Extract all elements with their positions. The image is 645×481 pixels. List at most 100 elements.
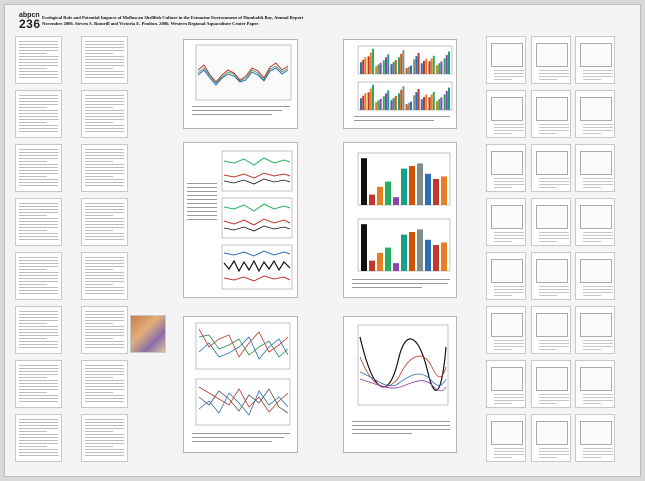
figure-page-thumbnail: [531, 198, 571, 246]
mini-plot-frame: [536, 367, 568, 391]
text-line: [85, 161, 113, 162]
text-line: [19, 371, 58, 372]
page-thumbnail: [81, 36, 128, 84]
text-line: [19, 425, 58, 426]
text-line: [494, 292, 524, 293]
text-line: [494, 127, 524, 128]
text-line: [19, 386, 58, 387]
text-line: [85, 428, 124, 429]
text-line: [85, 53, 113, 54]
bar: [432, 55, 435, 74]
mini-plot-frame: [536, 313, 568, 337]
text-line: [539, 349, 557, 350]
text-line: [85, 452, 124, 453]
text-line: [539, 79, 557, 80]
bar: [398, 93, 400, 110]
bar: [385, 93, 387, 110]
text-line: [494, 238, 524, 239]
text-line: [19, 323, 47, 324]
bar: [361, 224, 367, 271]
mini-plot-frame: [580, 151, 612, 175]
text-line: [19, 398, 58, 399]
page-thumbnail: [81, 414, 128, 462]
text-line: [19, 314, 58, 315]
text-line: [85, 110, 124, 111]
page-thumbnail: [15, 360, 62, 408]
figure-page-thumbnail: [575, 252, 615, 300]
bar: [417, 53, 420, 74]
text-line: [19, 347, 58, 348]
text-line: [583, 181, 613, 182]
text-line: [85, 77, 124, 78]
text-line: [85, 173, 124, 174]
bar: [402, 86, 405, 110]
text-line: [85, 368, 124, 369]
text-line: [19, 59, 58, 60]
bar: [407, 102, 410, 110]
bar: [448, 87, 450, 110]
text-line: [19, 320, 58, 321]
tidal-curve-plot: [352, 324, 450, 434]
text-line: [19, 230, 47, 231]
page-thumbnail: [81, 252, 128, 300]
mini-plot-frame: [536, 43, 568, 67]
figure-page-thumbnail: [531, 360, 571, 408]
mini-plot-frame: [580, 313, 612, 337]
text-line: [19, 287, 58, 288]
text-line: [85, 389, 124, 390]
bar: [440, 61, 443, 74]
text-line: [583, 184, 613, 185]
text-line: [85, 263, 124, 264]
text-line: [19, 125, 58, 126]
text-line: [85, 266, 124, 267]
text-line: [19, 95, 58, 96]
text-line: [539, 70, 569, 71]
text-line: [85, 272, 124, 273]
bar: [420, 99, 423, 110]
bar: [409, 232, 415, 271]
text-line: [85, 455, 124, 456]
text-line: [19, 269, 47, 270]
bar: [362, 59, 365, 74]
text-line: [19, 149, 58, 150]
bar: [445, 90, 448, 110]
text-line: [583, 289, 613, 290]
text-line: [19, 446, 47, 447]
mini-plot-frame: [491, 367, 523, 391]
mini-plot-frame: [536, 421, 568, 445]
text-line: [539, 232, 569, 233]
text-line: [19, 41, 58, 42]
text-line: [19, 335, 58, 336]
text-line: [19, 68, 47, 69]
text-line: [494, 76, 524, 77]
mini-plot-frame: [491, 313, 523, 337]
text-line: [85, 386, 124, 387]
bar: [433, 179, 439, 205]
text-line: [583, 178, 613, 179]
text-line: [85, 341, 124, 342]
timeseries-plot: [192, 44, 292, 115]
bar: [393, 263, 399, 271]
text-line: [494, 286, 524, 287]
text-line: [19, 383, 58, 384]
figure-page-thumbnail: [486, 252, 526, 300]
text-line: [19, 266, 58, 267]
mini-plot-frame: [536, 97, 568, 121]
text-line: [19, 50, 58, 51]
text-line: [19, 293, 58, 294]
figure-page-thumbnail: [575, 198, 615, 246]
text-line: [539, 448, 569, 449]
text-line: [494, 235, 524, 236]
figure-page-thumbnail: [575, 306, 615, 354]
text-line: [583, 403, 601, 404]
text-line: [583, 454, 613, 455]
text-line: [85, 224, 124, 225]
bar: [436, 65, 438, 74]
bar: [398, 57, 400, 74]
text-line: [539, 454, 569, 455]
text-line: [85, 371, 124, 372]
text-line: [85, 278, 124, 279]
text-line: [539, 292, 569, 293]
bar: [377, 186, 383, 205]
text-line: [583, 238, 613, 239]
